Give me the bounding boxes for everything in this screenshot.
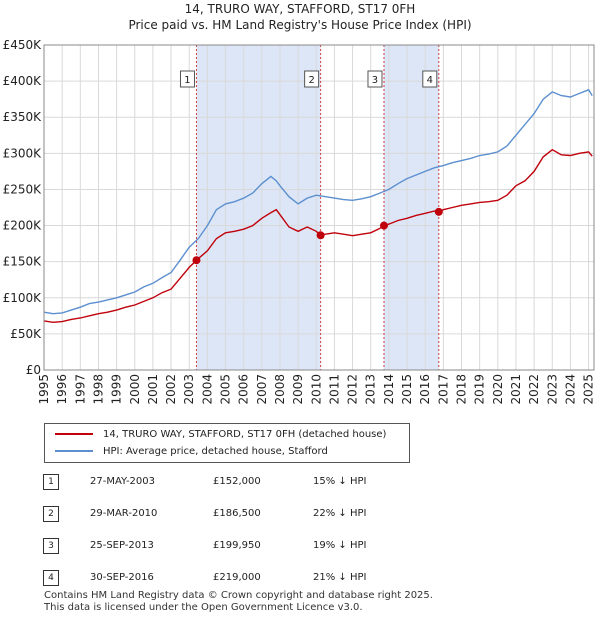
- sale-marker-label: 2: [308, 75, 314, 86]
- legend-item-property: 14, TRURO WAY, STAFFORD, ST17 0FH (detac…: [55, 428, 386, 442]
- x-tick-label: 1996: [55, 374, 69, 405]
- sale-price: £199,950: [213, 540, 261, 551]
- x-tick-label: 2018: [454, 374, 468, 405]
- x-tick-label: 2022: [527, 374, 541, 405]
- sale-point: [192, 256, 201, 265]
- x-tick-label: 2006: [237, 374, 251, 405]
- sale-point: [379, 221, 388, 230]
- footer-copyright: Contains HM Land Registry data © Crown c…: [44, 590, 433, 601]
- x-tick-label: 2000: [128, 374, 142, 405]
- x-tick-label: 2001: [146, 374, 160, 405]
- sale-marker-label: 4: [427, 75, 433, 86]
- x-tick-label: 2023: [545, 374, 559, 405]
- sale-marker-box: [179, 70, 195, 88]
- sale-date: 25-SEP-2013: [90, 540, 154, 551]
- sale-price: £186,500: [213, 508, 261, 519]
- x-tick-label: 2020: [491, 374, 505, 405]
- chart-subtitle: Price paid vs. HM Land Registry's House …: [128, 18, 472, 32]
- sale-hpi-diff: 15% ↓ HPI: [313, 476, 367, 487]
- x-tick-label: 2017: [436, 374, 450, 405]
- y-tick-label: £100K: [3, 291, 43, 305]
- x-tick-label: 2003: [182, 374, 196, 405]
- y-tick-label: £50K: [10, 327, 42, 341]
- x-tick-label: 1999: [110, 374, 124, 405]
- x-tick-label: 2008: [273, 374, 287, 405]
- footer: Contains HM Land Registry data © Crown c…: [44, 590, 433, 614]
- sale-point: [434, 207, 443, 216]
- sale-marker-box: [367, 70, 383, 88]
- price-chart: 1 2 3 4 £0 £50K £100K £150K £200K £250K £300K £350…: [3, 38, 596, 405]
- y-tick-label: £200K: [3, 219, 43, 233]
- x-tick-label: 1997: [73, 374, 87, 405]
- x-tick-label: 2021: [509, 374, 523, 405]
- x-tick-label: 2014: [382, 374, 396, 405]
- sale-marker-label: 1: [184, 75, 190, 86]
- sale-price: £219,000: [213, 572, 261, 583]
- x-tick-label: 2002: [164, 374, 178, 405]
- table-row: 2 29-MAR-2010 £186,500 22% ↓ HPI: [0, 506, 600, 526]
- table-row: 4 30-SEP-2016 £219,000 21% ↓ HPI: [0, 570, 600, 590]
- sale-number: 2: [43, 506, 59, 522]
- x-tick-label: 1998: [91, 374, 105, 405]
- x-tick-label: 2024: [563, 374, 577, 405]
- y-tick-label: £150K: [3, 255, 43, 269]
- y-tick-label: £450K: [3, 38, 43, 52]
- x-tick-label: 2009: [291, 374, 305, 405]
- y-tick-label: £350K: [3, 110, 43, 124]
- x-tick-label: 2005: [219, 374, 233, 405]
- y-tick-label: £250K: [3, 182, 43, 196]
- table-row: 3 25-SEP-2013 £199,950 19% ↓ HPI: [0, 538, 600, 558]
- x-tick-label: 1995: [37, 374, 51, 405]
- y-tick-label: £0: [26, 363, 41, 377]
- sale-hpi-diff: 22% ↓ HPI: [313, 508, 367, 519]
- sale-hpi-diff: 19% ↓ HPI: [313, 540, 367, 551]
- x-tick-label: 2016: [418, 374, 432, 405]
- x-tick-label: 2007: [255, 374, 269, 405]
- legend-swatch-property: [55, 433, 93, 435]
- chart-title: 14, TRURO WAY, STAFFORD, ST17 0FH: [184, 2, 416, 16]
- hpi-line: [43, 88, 593, 315]
- y-tick-label: £300K: [3, 146, 43, 160]
- table-row: 1 27-MAY-2003 £152,000 15% ↓ HPI: [0, 474, 600, 494]
- x-tick-label: 2004: [200, 374, 214, 405]
- x-tick-label: 2010: [309, 374, 323, 405]
- sale-number: 1: [43, 474, 59, 490]
- sale-point: [316, 231, 325, 240]
- x-tick-label: 2025: [582, 374, 596, 405]
- sale-date: 29-MAR-2010: [90, 508, 158, 519]
- legend-swatch-hpi: [55, 450, 93, 452]
- plot-frame: [43, 44, 595, 371]
- legend-item-hpi: HPI: Average price, detached house, Staf…: [55, 445, 328, 459]
- shaded-period: [383, 45, 439, 370]
- sale-price: £152,000: [213, 476, 261, 487]
- sale-hpi-diff: 21% ↓ HPI: [313, 572, 367, 583]
- sale-marker-box: [422, 70, 438, 88]
- legend: 14, TRURO WAY, STAFFORD, ST17 0FH (detac…: [44, 423, 410, 463]
- legend-label-property: 14, TRURO WAY, STAFFORD, ST17 0FH (detac…: [103, 429, 387, 440]
- y-tick-label: £400K: [3, 74, 43, 88]
- shaded-period: [196, 45, 321, 370]
- sale-number: 3: [43, 538, 59, 554]
- sale-date: 27-MAY-2003: [90, 476, 156, 487]
- x-tick-label: 2019: [473, 374, 487, 405]
- footer-licence: This data is licensed under the Open Gov…: [44, 602, 363, 613]
- x-tick-label: 2011: [327, 374, 341, 405]
- x-tick-label: 2012: [346, 374, 360, 405]
- sale-marker-box: [304, 70, 320, 88]
- sale-date: 30-SEP-2016: [90, 572, 154, 583]
- legend-label-hpi: HPI: Average price, detached house, Staf…: [103, 446, 328, 457]
- x-tick-label: 2013: [364, 374, 378, 405]
- sale-number: 4: [43, 570, 59, 586]
- sale-marker-label: 3: [372, 75, 378, 86]
- x-tick-label: 2015: [400, 374, 414, 405]
